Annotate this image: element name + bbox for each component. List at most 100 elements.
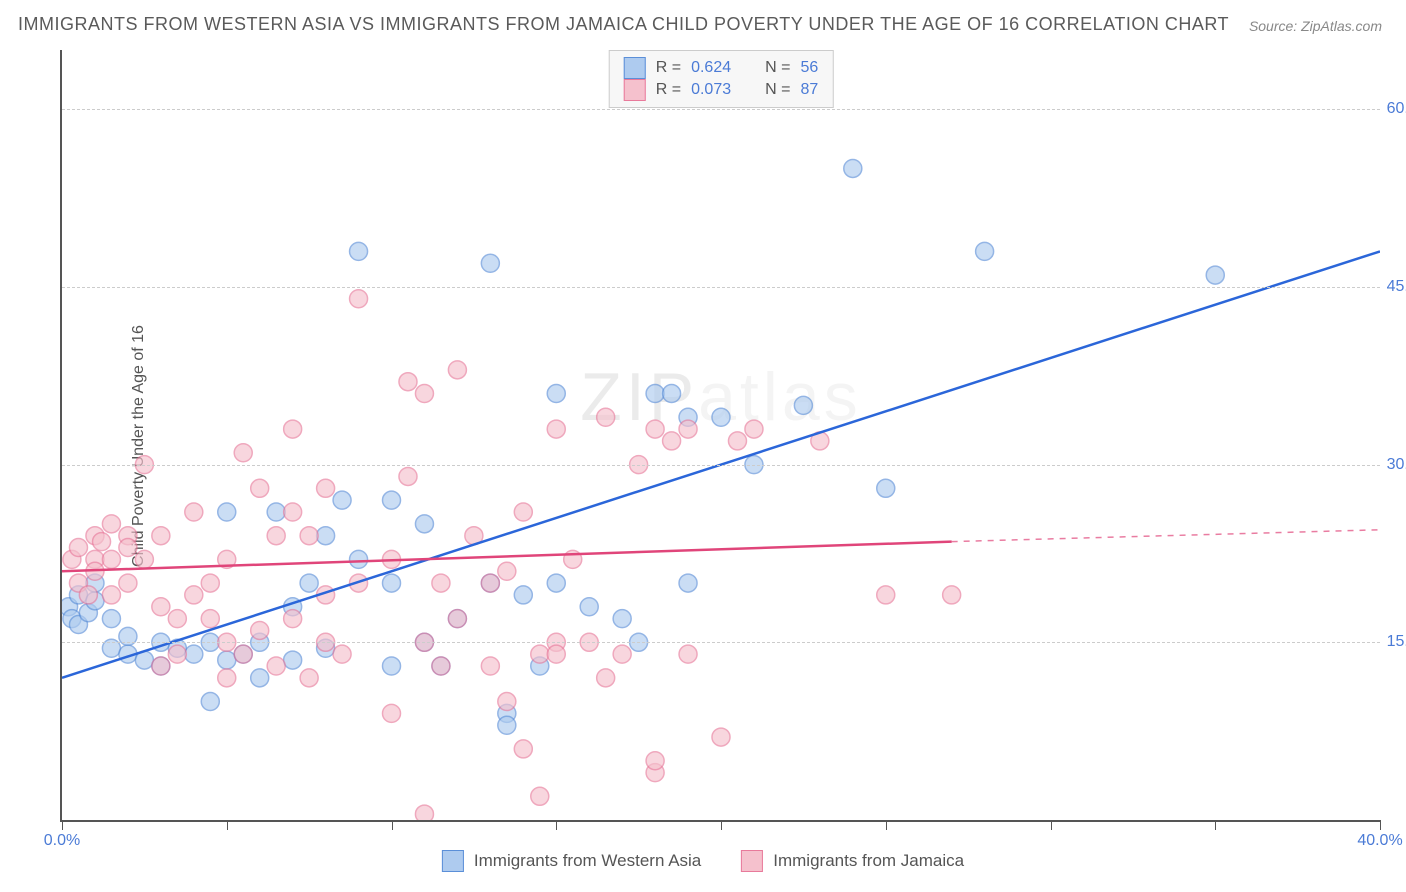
data-point — [531, 657, 549, 675]
data-point — [333, 645, 351, 663]
legend-r-label: R = — [656, 81, 681, 99]
data-point — [481, 254, 499, 272]
gridline — [62, 287, 1380, 288]
data-point — [350, 550, 368, 568]
data-point — [514, 740, 532, 758]
stats-legend: R = 0.624 N = 56 R = 0.073 N = 87 — [609, 50, 834, 108]
data-point — [415, 515, 433, 533]
data-point — [448, 361, 466, 379]
data-point — [102, 515, 120, 533]
data-point — [284, 420, 302, 438]
legend-swatch — [442, 850, 464, 872]
data-point — [432, 657, 450, 675]
data-point — [646, 420, 664, 438]
watermark-zip: ZIP — [580, 359, 698, 435]
legend-row: R = 0.624 N = 56 — [624, 57, 819, 79]
data-point — [317, 527, 335, 545]
x-tick — [227, 820, 228, 830]
y-tick-label: 15.0% — [1387, 633, 1406, 651]
data-point — [531, 645, 549, 663]
legend-n-label: N = — [765, 81, 790, 99]
data-point — [69, 586, 87, 604]
data-point — [679, 408, 697, 426]
data-point — [712, 728, 730, 746]
data-point — [415, 805, 433, 820]
data-point — [267, 527, 285, 545]
data-point — [86, 574, 104, 592]
data-point — [481, 574, 499, 592]
data-point — [63, 550, 81, 568]
data-point — [399, 467, 417, 485]
data-point — [86, 527, 104, 545]
legend-n-label: N = — [765, 59, 790, 77]
data-point — [251, 479, 269, 497]
data-point — [877, 479, 895, 497]
gridline — [62, 642, 1380, 643]
data-point — [234, 444, 252, 462]
legend-n-value: 56 — [800, 59, 818, 77]
data-point — [580, 598, 598, 616]
data-point — [448, 610, 466, 628]
data-point — [218, 550, 236, 568]
data-point — [498, 704, 516, 722]
data-point — [597, 669, 615, 687]
series-legend-label: Immigrants from Western Asia — [474, 851, 701, 871]
data-point — [613, 610, 631, 628]
x-tick-label: 40.0% — [1357, 832, 1402, 850]
data-point — [465, 527, 483, 545]
data-point — [102, 586, 120, 604]
plot-area: ZIPatlas R = 0.624 N = 56 R = 0.073 N = … — [60, 50, 1380, 822]
data-point — [201, 574, 219, 592]
data-point — [234, 645, 252, 663]
data-point — [399, 373, 417, 391]
data-point — [69, 574, 87, 592]
data-point — [300, 669, 318, 687]
data-point — [86, 592, 104, 610]
data-point — [432, 574, 450, 592]
data-point — [63, 610, 81, 628]
correlation-chart: IMMIGRANTS FROM WESTERN ASIA VS IMMIGRAN… — [0, 0, 1406, 892]
legend-r-label: R = — [656, 59, 681, 77]
data-point — [79, 604, 97, 622]
series-legend-item: Immigrants from Jamaica — [741, 850, 964, 872]
x-tick — [1380, 820, 1381, 830]
regression-line-dashed — [952, 530, 1380, 542]
x-tick-label: 0.0% — [44, 832, 80, 850]
data-point — [300, 574, 318, 592]
data-point — [514, 503, 532, 521]
legend-r-value: 0.624 — [691, 59, 731, 77]
data-point — [547, 645, 565, 663]
data-point — [234, 645, 252, 663]
data-point — [267, 657, 285, 675]
data-point — [201, 693, 219, 711]
data-point — [62, 598, 78, 616]
data-point — [514, 586, 532, 604]
legend-swatch — [624, 57, 646, 79]
data-point — [168, 610, 186, 628]
data-point — [102, 610, 120, 628]
data-point — [201, 610, 219, 628]
data-point — [498, 562, 516, 580]
data-point — [168, 645, 186, 663]
data-point — [135, 550, 153, 568]
data-point — [152, 598, 170, 616]
x-tick — [721, 820, 722, 830]
data-point — [300, 527, 318, 545]
data-point — [284, 598, 302, 616]
data-point — [498, 716, 516, 734]
data-point — [383, 704, 401, 722]
data-point — [152, 657, 170, 675]
data-point — [69, 616, 87, 634]
data-point — [79, 586, 97, 604]
data-point — [646, 752, 664, 770]
data-point — [597, 408, 615, 426]
data-point — [185, 586, 203, 604]
data-point — [119, 539, 137, 557]
data-point — [218, 651, 236, 669]
data-point — [251, 669, 269, 687]
data-point — [152, 657, 170, 675]
data-point — [152, 527, 170, 545]
data-point — [794, 396, 812, 414]
data-point — [663, 432, 681, 450]
watermark-atlas: atlas — [698, 359, 862, 435]
